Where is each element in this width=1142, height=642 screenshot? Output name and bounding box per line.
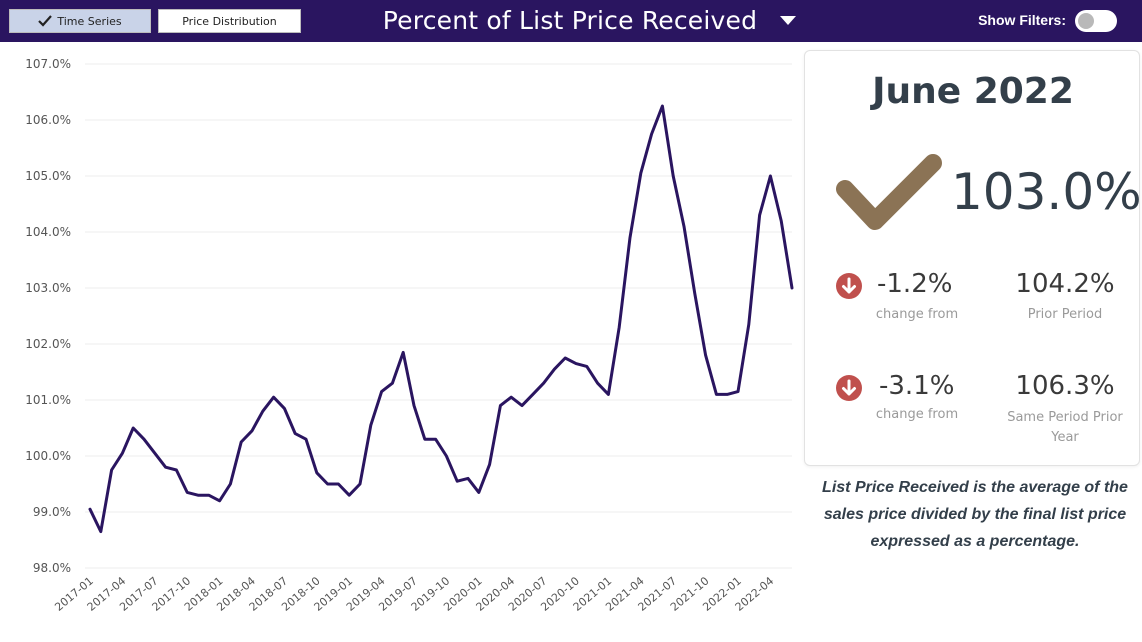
show-filters-label: Show Filters: [978, 12, 1066, 28]
period-label: June 2022 [872, 71, 1074, 112]
y-tick-label: 105.0% [25, 169, 71, 183]
change-year-value: -3.1% [879, 371, 955, 401]
arrow-down-circle-icon [836, 273, 862, 299]
tab-price-distribution[interactable]: Price Distribution [158, 9, 301, 33]
definition-note: List Price Received is the average of th… [822, 479, 1128, 550]
y-tick-label: 100.0% [25, 449, 71, 463]
check-icon [836, 154, 942, 230]
tab-price-distribution-label: Price Distribution [182, 14, 277, 28]
chevron-down-icon[interactable] [780, 16, 796, 25]
prior-period-value: 104.2% [1015, 269, 1115, 299]
current-value: 103.0% [951, 163, 1142, 221]
change-prior-label: change from [875, 307, 959, 322]
x-axis-ticks: 2017-012017-042017-072017-102018-012018-… [52, 574, 776, 614]
header-bar: Time Series Price Distribution Percent o… [0, 0, 1142, 42]
summary-card: June 2022 103.0% -1.2% change from 104.2… [804, 50, 1142, 466]
change-prior-value: -1.2% [877, 269, 953, 299]
tab-time-series[interactable]: Time Series [9, 9, 151, 33]
prior-period-label: Prior Period [1027, 307, 1103, 322]
y-tick-label: 98.0% [33, 561, 71, 575]
toggle-knob [1078, 13, 1094, 29]
y-tick-label: 99.0% [33, 505, 71, 519]
change-year-label: change from [875, 407, 959, 422]
show-filters-toggle[interactable] [1075, 10, 1117, 32]
y-tick-label: 101.0% [25, 393, 71, 407]
page-title: Percent of List Price Received [382, 6, 758, 35]
y-tick-label: 104.0% [25, 225, 71, 239]
tab-time-series-label: Time Series [57, 14, 122, 28]
y-tick-label: 102.0% [25, 337, 71, 351]
same-period-prior-year-value: 106.3% [1015, 371, 1115, 401]
grid-lines [85, 63, 792, 569]
y-tick-label: 107.0% [25, 57, 71, 71]
arrow-down-circle-icon [836, 375, 862, 401]
check-icon [38, 15, 53, 27]
line-chart: 98.0% 99.0% 100.0% 101.0% 102.0% 103.0% 104.0%… [25, 57, 794, 614]
series-line [88, 104, 794, 534]
same-period-prior-year-label: Same Period Prior Year [1007, 410, 1123, 445]
y-axis-ticks: 98.0% 99.0% 100.0% 101.0% 102.0% 103.0% 104.0%… [25, 57, 71, 575]
y-tick-label: 103.0% [25, 281, 71, 295]
y-tick-label: 106.0% [25, 113, 71, 127]
